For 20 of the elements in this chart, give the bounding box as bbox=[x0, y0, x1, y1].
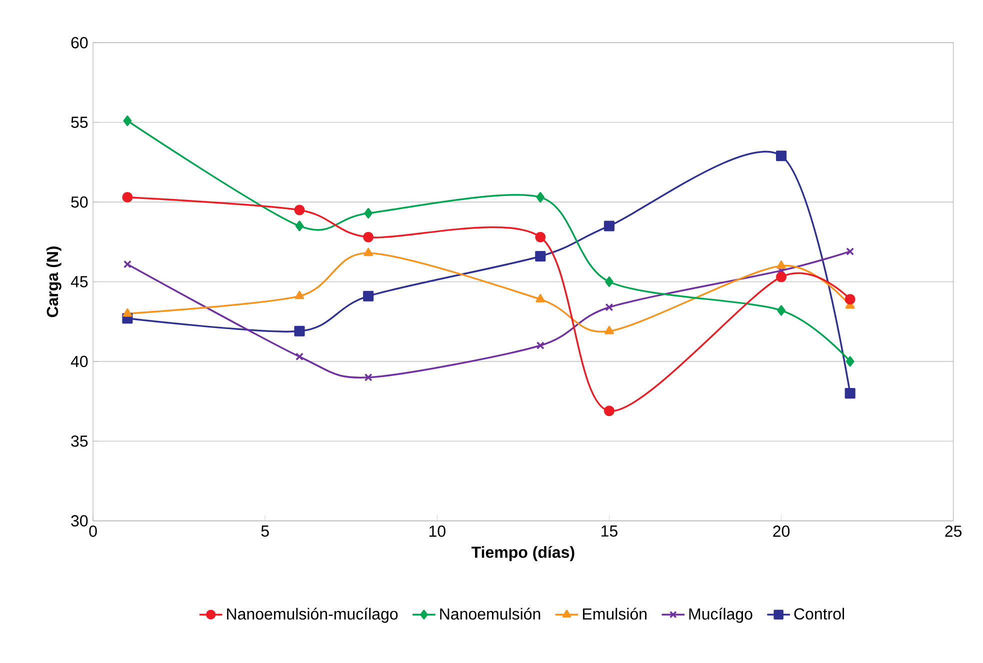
y-tick-label: 40 bbox=[70, 356, 88, 368]
x-tick-label: 25 bbox=[945, 526, 962, 537]
x-tick-label: 15 bbox=[602, 526, 618, 537]
y-tick-label: 30 bbox=[71, 515, 88, 527]
legend-label: Mucílago bbox=[689, 608, 752, 623]
x-tick-label: 20 bbox=[773, 526, 790, 537]
y-axis-title: Carga (N) bbox=[46, 246, 62, 318]
y-tick-label: 55 bbox=[71, 116, 88, 128]
y-tick-label: 50 bbox=[71, 196, 88, 208]
x-tick-label: 0 bbox=[89, 526, 97, 537]
legend-label: Nanoemulsión-mucílago bbox=[227, 608, 398, 623]
y-tick-label: 45 bbox=[70, 276, 88, 288]
y-tick-label: 60 bbox=[71, 37, 88, 48]
x-tick-label: 10 bbox=[429, 526, 446, 537]
legend-label: Nanoemulsión bbox=[440, 608, 540, 620]
legend-label: Control bbox=[794, 608, 844, 620]
x-axis-title: Tiempo (días) bbox=[471, 546, 574, 562]
x-tick-label: 5 bbox=[261, 526, 269, 537]
legend-label: Emulsión bbox=[583, 608, 646, 620]
y-tick-label: 35 bbox=[71, 436, 88, 447]
